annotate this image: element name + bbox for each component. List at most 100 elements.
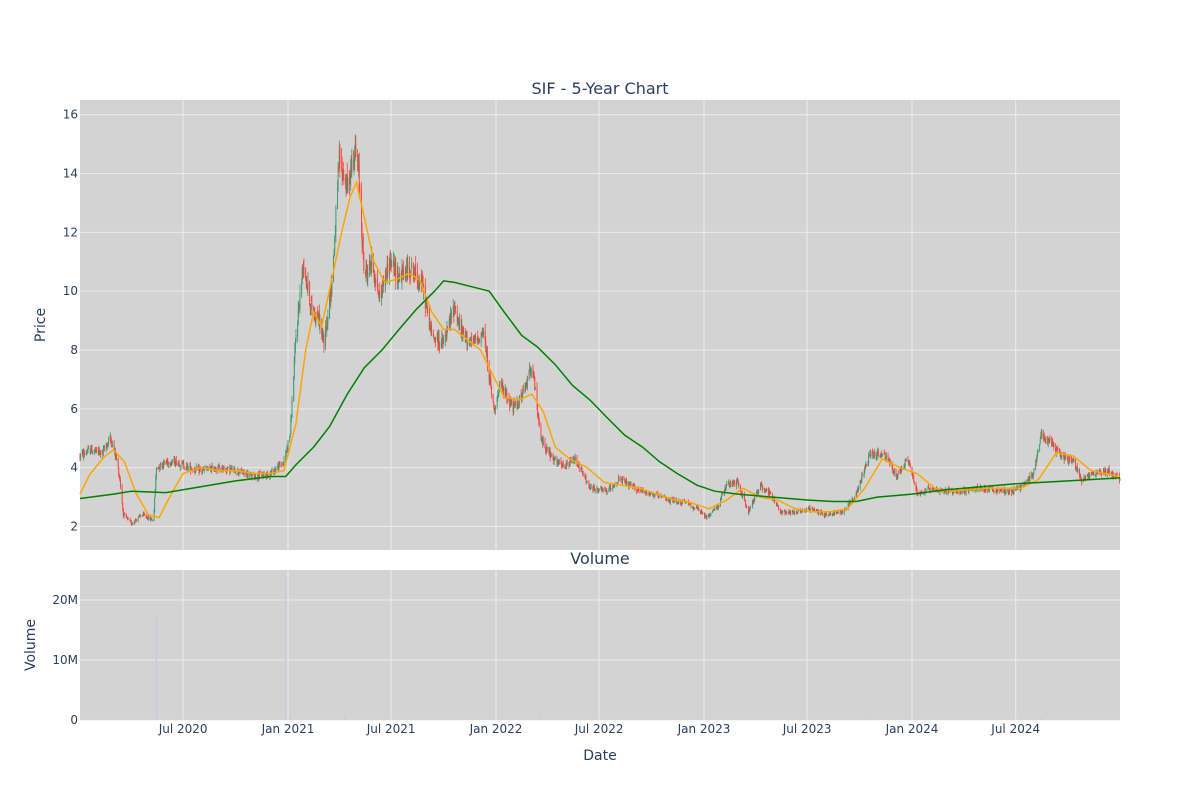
candle-body: [439, 346, 440, 347]
candle-body: [837, 511, 838, 512]
candle-body: [781, 511, 782, 513]
candle-body: [563, 464, 564, 467]
candle-body: [212, 466, 213, 468]
x-tick-label: Jan 2024: [885, 722, 939, 736]
candle-body: [607, 492, 608, 493]
candle-body: [293, 377, 294, 400]
candle-body: [523, 389, 524, 391]
candle-body: [92, 452, 93, 453]
candle-body: [120, 480, 121, 486]
candle-body: [886, 456, 887, 458]
candle-body: [297, 324, 298, 336]
x-tick-label: Jul 2021: [366, 722, 416, 736]
candle-body: [491, 386, 492, 395]
candle-body: [196, 466, 197, 468]
candle-body: [202, 471, 203, 472]
candle-body: [296, 335, 297, 340]
volume-y-tick-label: 0: [70, 713, 78, 727]
candle-body: [248, 473, 249, 477]
candle-body: [351, 160, 352, 173]
candle-body: [690, 504, 691, 507]
candle-body: [555, 458, 556, 459]
candle-body: [746, 507, 747, 508]
candle-body: [347, 178, 348, 191]
candle-body: [782, 511, 783, 513]
candle-body: [726, 486, 727, 490]
x-axis-label: Date: [583, 748, 616, 764]
candle-body: [284, 460, 285, 464]
candle-body: [490, 379, 491, 385]
candle-body: [86, 453, 87, 454]
candle-body: [762, 488, 763, 490]
candle-body: [774, 498, 775, 503]
candle-body: [272, 469, 273, 471]
candle-body: [128, 519, 129, 520]
candle-body: [559, 461, 560, 465]
candle-body: [136, 520, 137, 521]
candle-body: [355, 145, 356, 157]
candle-body: [579, 464, 580, 469]
x-tick-label: Jul 2023: [782, 722, 832, 736]
candle-body: [842, 511, 843, 513]
price-y-tick-label: 2: [70, 519, 78, 533]
candle-body: [714, 507, 715, 510]
candle-body: [108, 441, 109, 444]
candle-body: [623, 478, 624, 479]
candle-body: [858, 488, 859, 490]
candle-body: [455, 309, 456, 310]
price-chart-title: SIF - 5-Year Chart: [531, 79, 668, 98]
candle-body: [411, 263, 412, 269]
candle-body: [567, 463, 568, 464]
candle-body: [1061, 457, 1062, 458]
candle-body: [798, 511, 799, 513]
volume-bar: [290, 714, 291, 720]
candle-body: [327, 317, 328, 323]
candle-body: [938, 492, 939, 493]
candle-body: [383, 285, 384, 286]
volume-plot-background: [80, 570, 1120, 720]
candle-body: [758, 491, 759, 492]
candle-body: [1120, 480, 1121, 481]
candle-body: [830, 513, 831, 515]
x-tick-label: Jul 2020: [158, 722, 208, 736]
candle-body: [913, 476, 914, 481]
candle-body: [894, 469, 895, 474]
candle-body: [309, 281, 310, 306]
candle-body: [236, 473, 237, 474]
candle-body: [599, 489, 600, 491]
candle-body: [754, 497, 755, 500]
candle-body: [862, 476, 863, 477]
candle-body: [1002, 491, 1003, 492]
price-y-tick-label: 4: [70, 461, 78, 475]
candle-body: [619, 478, 620, 479]
candle-body: [471, 337, 472, 341]
candle-body: [124, 514, 125, 515]
candle-body: [142, 516, 143, 517]
candle-body: [335, 208, 336, 233]
candle-body: [415, 265, 416, 273]
candle-body: [391, 266, 392, 267]
price-y-tick-label: 12: [63, 225, 78, 239]
candle-body: [1065, 458, 1066, 459]
candle-body: [443, 341, 444, 344]
candle-body: [334, 238, 335, 251]
candle-body: [822, 513, 823, 514]
candle-body: [910, 465, 911, 467]
candle-body: [495, 407, 496, 410]
candle-body: [104, 448, 105, 449]
candle-body: [587, 482, 588, 483]
candle-body: [934, 489, 935, 490]
candle-body: [395, 266, 396, 280]
candle-body: [228, 467, 229, 468]
candle-body: [878, 451, 879, 455]
candle-body: [307, 281, 308, 289]
candle-body: [866, 464, 867, 466]
candle-body: [160, 463, 161, 467]
candle-body: [962, 491, 963, 493]
candle-body: [706, 515, 707, 518]
candle-body: [1093, 472, 1094, 476]
candle-body: [926, 490, 927, 491]
price-y-tick-label: 6: [70, 402, 78, 416]
